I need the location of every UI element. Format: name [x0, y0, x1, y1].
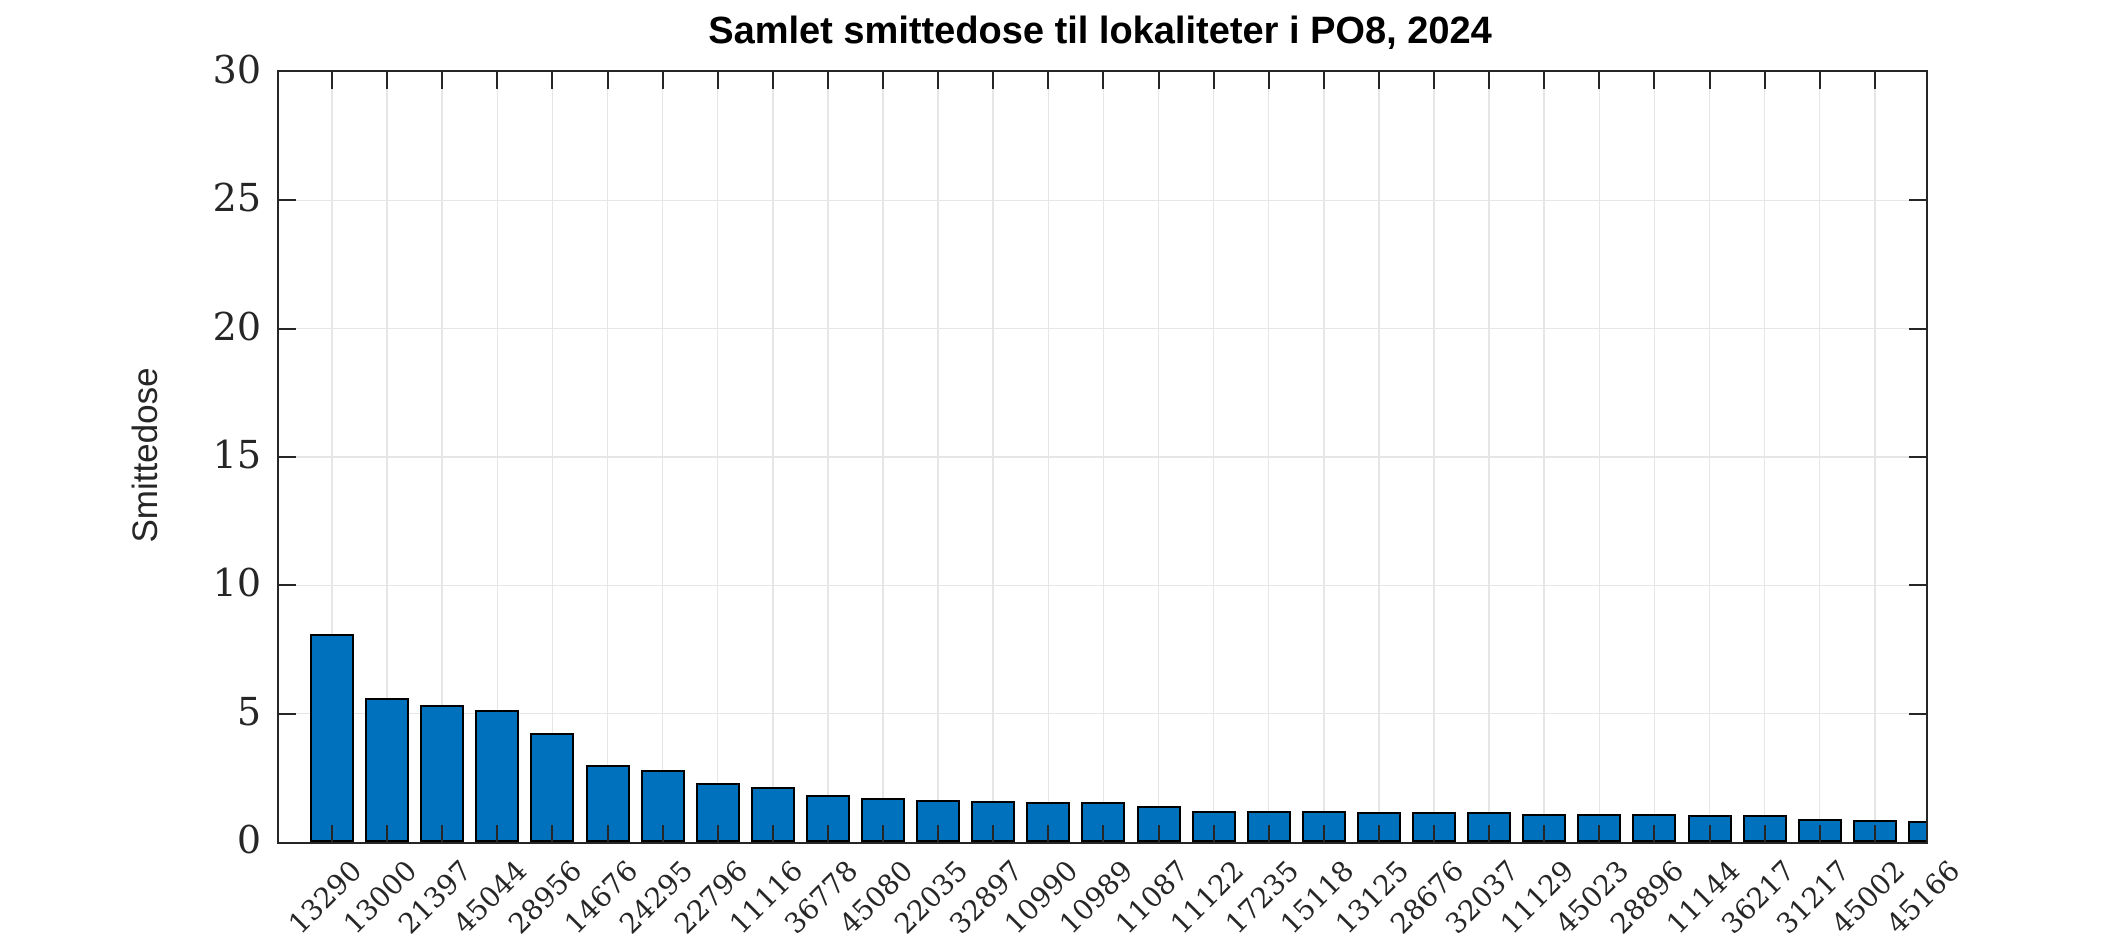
chart-title: Samlet smittedose til lokaliteter i PO8,…	[708, 10, 1492, 52]
y-tick-label: 30	[212, 48, 261, 92]
x-tick-mark-bottom	[882, 825, 884, 842]
y-tick-mark-left	[279, 199, 296, 202]
x-tick-mark-bottom	[1157, 825, 1160, 842]
y-tick-label: 10	[212, 561, 261, 606]
x-tick-mark-bottom	[1818, 825, 1821, 842]
x-tick-mark-top	[1763, 72, 1766, 89]
gridline-horizontal	[279, 199, 1926, 202]
x-tick-mark-top	[1267, 72, 1270, 89]
bar	[310, 634, 354, 842]
y-tick-label: 5	[236, 689, 261, 734]
x-tick-mark-top	[551, 72, 554, 89]
x-tick-mark-bottom	[386, 825, 389, 842]
x-tick-mark-top	[1873, 72, 1876, 89]
x-tick-mark-top	[1322, 72, 1325, 89]
x-tick-mark-top	[1047, 72, 1050, 89]
y-tick-mark-right	[1909, 584, 1926, 587]
x-tick-mark-bottom	[1377, 825, 1380, 842]
x-tick-mark-top	[661, 72, 664, 89]
x-tick-mark-top	[1543, 72, 1546, 89]
y-tick-mark-left	[279, 456, 296, 458]
x-tick-mark-bottom	[1212, 825, 1215, 842]
y-tick-mark-left	[279, 584, 296, 587]
x-tick-mark-bottom	[1102, 825, 1105, 842]
x-tick-mark-top	[1598, 72, 1601, 89]
y-tick-mark-right	[1909, 712, 1926, 715]
y-tick-mark-right	[1909, 456, 1926, 458]
x-tick-mark-bottom	[551, 825, 554, 842]
y-tick-label: 0	[236, 818, 261, 862]
x-tick-mark-bottom	[331, 825, 333, 842]
x-tick-mark-top	[331, 72, 333, 89]
x-tick-mark-top	[1818, 72, 1821, 89]
x-tick-mark-top	[606, 72, 609, 89]
x-tick-mark-bottom	[771, 825, 774, 842]
x-tick-mark-top	[1102, 72, 1105, 89]
bar	[420, 704, 465, 842]
y-tick-label: 25	[212, 176, 261, 221]
x-tick-mark-bottom	[1047, 825, 1050, 842]
x-tick-mark-bottom	[1598, 825, 1601, 842]
y-tick-mark-right	[1909, 199, 1926, 202]
bar	[365, 698, 410, 842]
x-tick-mark-bottom	[1433, 825, 1435, 842]
x-tick-mark-bottom	[826, 825, 829, 842]
x-tick-mark-bottom	[992, 825, 995, 842]
x-tick-mark-top	[1212, 72, 1215, 89]
x-tick-mark-top	[1377, 72, 1380, 89]
y-tick-mark-right	[1909, 327, 1926, 330]
gridline-horizontal	[279, 584, 1926, 587]
x-tick-mark-top	[1488, 72, 1491, 89]
x-tick-mark-bottom	[1653, 825, 1656, 842]
x-tick-mark-bottom	[716, 825, 719, 842]
x-tick-mark-bottom	[1322, 825, 1325, 842]
y-tick-mark-left	[279, 327, 296, 330]
x-tick-mark-top	[771, 72, 774, 89]
x-tick-mark-bottom	[1763, 825, 1766, 842]
bar	[1907, 821, 1926, 842]
gridline-horizontal	[279, 456, 1926, 458]
y-tick-label: 20	[212, 304, 261, 349]
x-tick-mark-top	[1157, 72, 1160, 89]
plot-area	[277, 70, 1928, 844]
x-tick-mark-top	[716, 72, 719, 89]
x-tick-mark-bottom	[441, 825, 444, 842]
x-tick-mark-top	[1433, 72, 1435, 89]
x-tick-mark-bottom	[661, 825, 664, 842]
x-tick-mark-top	[882, 72, 884, 89]
x-tick-mark-bottom	[1873, 825, 1876, 842]
x-tick-mark-bottom	[1543, 825, 1546, 842]
x-tick-mark-bottom	[496, 825, 499, 842]
x-tick-mark-top	[826, 72, 829, 89]
x-tick-mark-bottom	[1267, 825, 1270, 842]
x-tick-mark-top	[992, 72, 995, 89]
x-tick-mark-top	[937, 72, 940, 89]
gridline-horizontal	[279, 327, 1926, 330]
x-tick-mark-bottom	[937, 825, 940, 842]
x-tick-mark-top	[386, 72, 389, 89]
gridline-horizontal	[279, 712, 1926, 715]
x-tick-mark-top	[441, 72, 444, 89]
x-tick-mark-top	[496, 72, 499, 89]
x-tick-mark-bottom	[1488, 825, 1491, 842]
y-tick-label: 15	[212, 433, 261, 477]
x-tick-mark-top	[1708, 72, 1711, 89]
x-tick-mark-bottom	[606, 825, 609, 842]
bar	[475, 709, 520, 842]
x-tick-mark-top	[1653, 72, 1656, 89]
y-axis-label: Smittedose	[126, 367, 165, 543]
y-tick-mark-left	[279, 712, 296, 715]
x-tick-mark-bottom	[1708, 825, 1711, 842]
